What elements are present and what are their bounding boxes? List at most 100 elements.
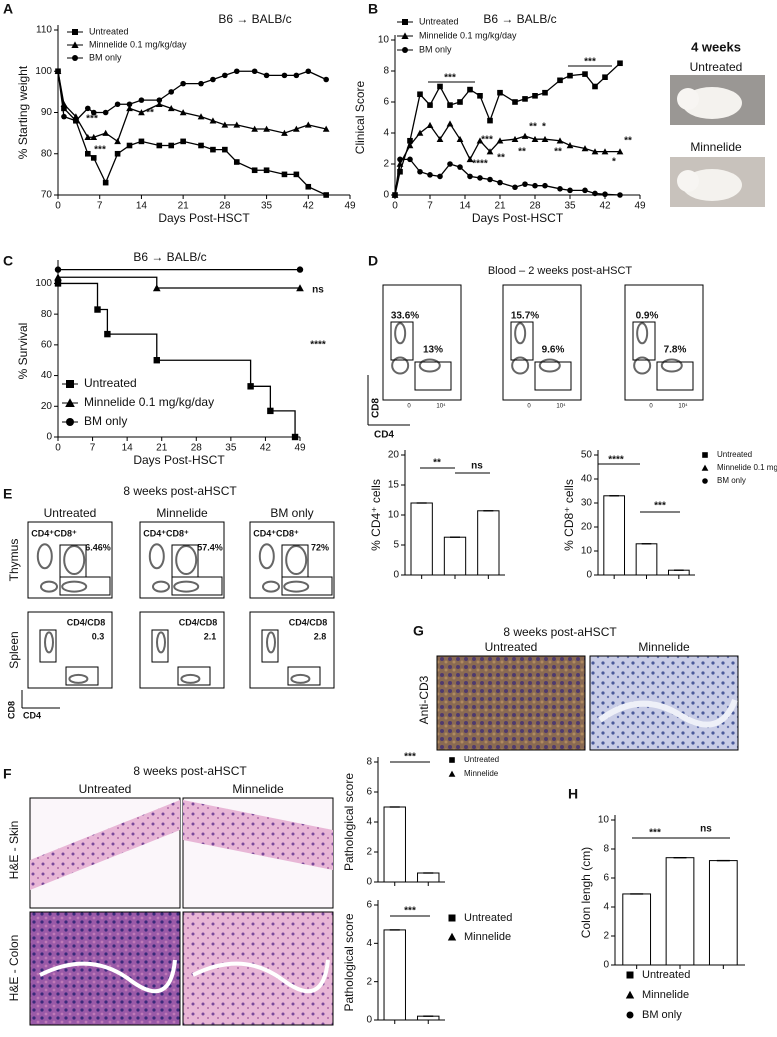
y-tick-label: 6 [603, 873, 609, 884]
point [104, 330, 111, 338]
gate-value: 72% [311, 542, 329, 552]
point [233, 68, 240, 75]
x-tick-label: 21 [156, 443, 168, 454]
point [222, 72, 228, 79]
point [221, 121, 229, 128]
point [521, 132, 529, 139]
x-tick-label: 42 [599, 201, 611, 212]
point [126, 101, 133, 108]
y-tick-label: 70 [41, 190, 53, 201]
legend-marker [447, 932, 457, 941]
x-tick-label: 7 [427, 201, 433, 212]
y-tick-label: 0 [586, 570, 592, 581]
y-tick-label: 0 [383, 190, 389, 201]
point [94, 306, 101, 313]
point [281, 171, 288, 178]
legend-label: BM only [84, 414, 127, 428]
panel-title: 8 weeks post-aHSCT [503, 625, 617, 639]
y-tick-label: 0 [366, 1015, 372, 1026]
legend-label: Minnelide [464, 769, 499, 778]
x-tick-label: 0 [527, 404, 531, 410]
annotation: ** [624, 136, 632, 147]
axis-label: CD8 [371, 398, 382, 418]
gate [534, 361, 572, 391]
point [497, 179, 503, 186]
point [251, 68, 258, 75]
point [582, 187, 588, 194]
chart-title: B6 → BALB/c [483, 12, 556, 26]
y-tick-label: 15 [388, 480, 400, 491]
y-tick-label: 5 [393, 540, 399, 551]
gate [65, 666, 99, 686]
point [61, 113, 67, 120]
point [179, 109, 187, 116]
x-tick-label: 0 [55, 443, 61, 454]
bar [635, 543, 658, 576]
point [305, 68, 312, 75]
population [514, 322, 527, 345]
annotation: ** [497, 153, 505, 164]
x-tick-label: 14 [122, 443, 134, 454]
y-tick-label: 2 [383, 159, 389, 170]
point [209, 117, 217, 124]
x-tick-label: 28 [529, 201, 541, 212]
y-axis-label: % Starting weight [16, 65, 30, 159]
series-line [394, 122, 620, 196]
point [592, 190, 598, 197]
y-tick-label: 80 [41, 309, 53, 320]
x-tick-label: 0 [649, 404, 653, 410]
point [566, 142, 574, 149]
point [522, 181, 528, 187]
point [457, 99, 463, 105]
y-tick-label: 40 [581, 474, 593, 485]
point [427, 102, 433, 108]
legend-label: BM only [89, 52, 122, 62]
point [392, 192, 398, 198]
point [263, 125, 270, 132]
population [63, 545, 86, 575]
y-tick-label: 4 [603, 902, 609, 913]
y-tick-label: 4 [366, 938, 372, 949]
annotation: *** [654, 501, 666, 512]
annotation: ** [433, 458, 441, 469]
point [567, 72, 573, 79]
annotation: *** [86, 114, 98, 125]
point [397, 168, 403, 175]
legend-label: Minnelide 0.1 mg/kg/day [84, 395, 214, 409]
y-axis-label: % Survival [16, 323, 30, 380]
y-tick-label: 0 [393, 570, 399, 581]
gate-label: CD4⁺CD8⁺ [31, 528, 77, 538]
population [156, 631, 166, 654]
group-label: Untreated [79, 782, 132, 796]
point [198, 142, 204, 149]
point [73, 117, 79, 124]
legend-marker [702, 452, 708, 458]
gate-value: 15.7% [511, 311, 539, 322]
point [522, 96, 528, 102]
axis-label: CD8 [6, 701, 16, 719]
population [40, 580, 58, 593]
legend-label: Minnelide 0.1 mg/kg/day [419, 30, 517, 40]
x-tick-label: 35 [564, 201, 576, 212]
y-tick-label: 20 [41, 401, 53, 412]
legend-label: BM only [642, 1009, 682, 1021]
point [210, 146, 216, 153]
point [210, 76, 216, 83]
gate-value: 2.8 [314, 631, 327, 641]
population [285, 545, 308, 575]
point [582, 71, 588, 77]
annotation: *** [94, 145, 106, 156]
axis-label: CD4 [23, 710, 41, 720]
point [304, 121, 312, 128]
panel-title: 8 weeks post-aHSCT [133, 764, 247, 778]
bar [383, 806, 406, 883]
panel-letter: A [3, 1, 13, 17]
panel-letter: B [368, 1, 378, 17]
gate-value: 9.6% [542, 345, 565, 356]
population [152, 580, 170, 593]
point [466, 155, 474, 163]
bar [383, 929, 406, 1021]
point [291, 433, 299, 441]
y-tick-label: 100 [35, 278, 52, 289]
annotation: *** [404, 752, 416, 763]
